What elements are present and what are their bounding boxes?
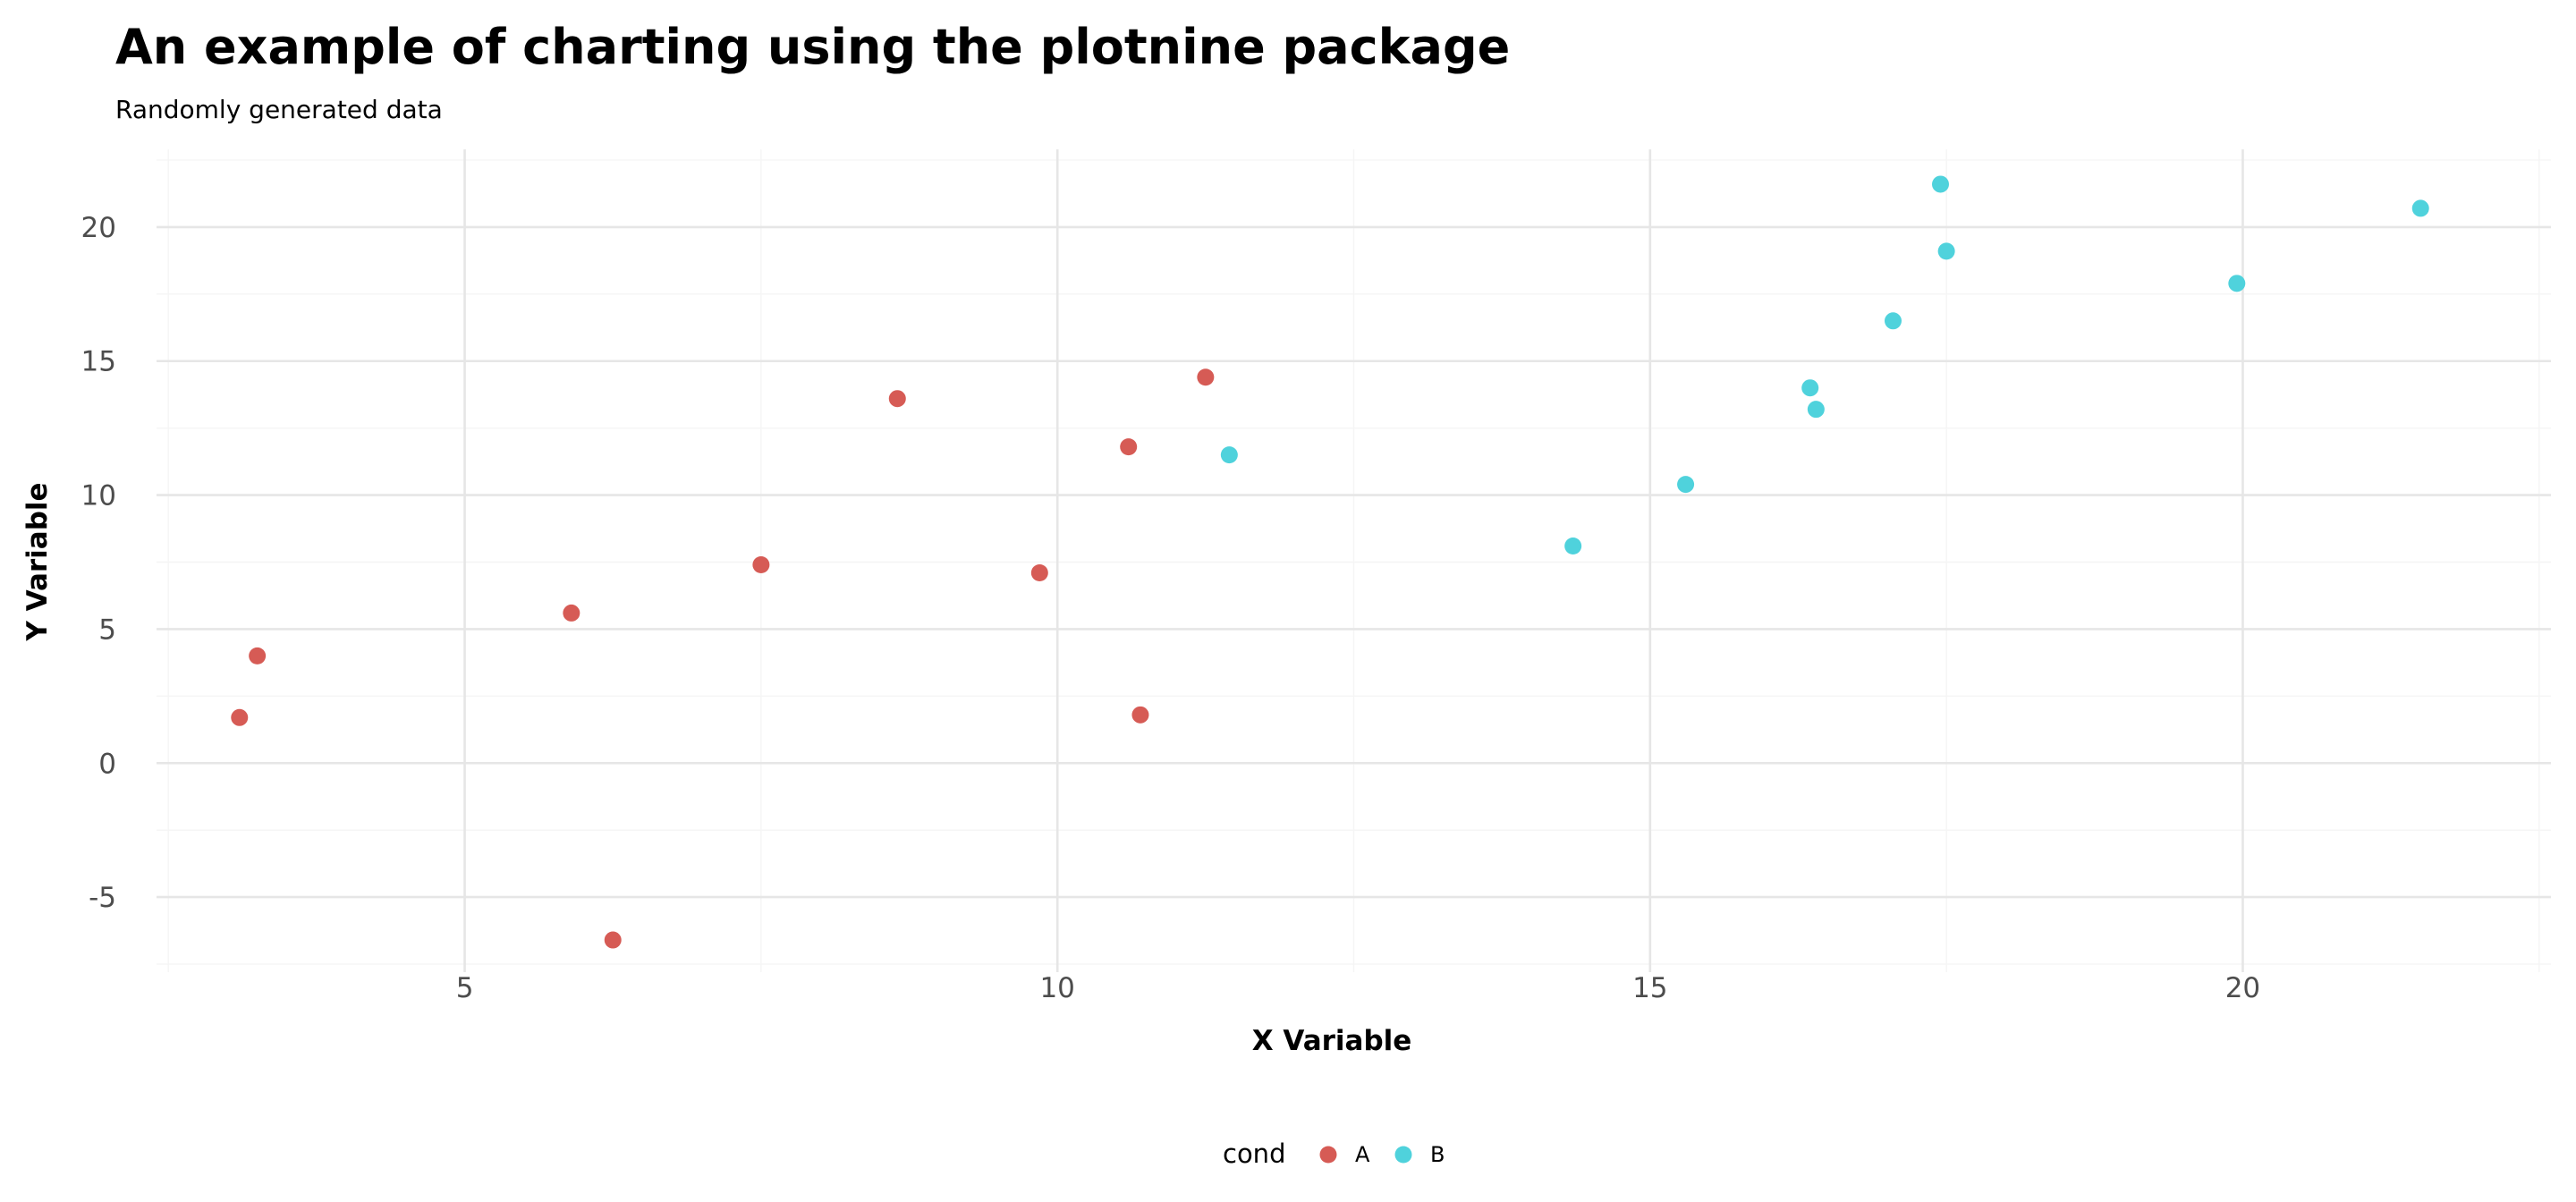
data-point-b <box>1931 175 1949 193</box>
data-point-b <box>1807 401 1825 419</box>
axis-ticks: 5 10 15 20 -5 0 5 10 15 20 <box>81 212 2261 1004</box>
data-point-b <box>1220 446 1238 464</box>
x-tick-label: 10 <box>1039 972 1074 1004</box>
data-point-a <box>563 604 580 622</box>
data-point-b <box>1884 312 1902 330</box>
data-point-a <box>1030 563 1048 581</box>
data-point-b <box>1801 379 1819 397</box>
data-point-a <box>1197 368 1215 386</box>
legend-label-a: A <box>1355 1142 1370 1167</box>
y-axis-title: Y Variable <box>21 482 54 641</box>
y-tick-label: 5 <box>98 614 116 646</box>
legend-title: cond <box>1223 1139 1285 1169</box>
y-tick-label: 10 <box>81 480 116 512</box>
data-point-a <box>604 931 622 949</box>
data-point-a <box>1120 438 1138 456</box>
data-point-a <box>888 390 906 408</box>
y-tick-label: 20 <box>81 212 116 244</box>
legend-label-b: B <box>1430 1142 1445 1167</box>
chart-subtitle: Randomly generated data <box>115 95 443 124</box>
data-point-a <box>231 708 249 726</box>
data-point-a <box>249 647 267 664</box>
x-axis-title: X Variable <box>1252 1025 1412 1057</box>
data-point-b <box>2228 275 2246 292</box>
x-tick-label: 15 <box>1632 972 1667 1004</box>
data-point-b <box>1677 476 1695 494</box>
legend: cond A B <box>1223 1139 1445 1169</box>
x-tick-label: 20 <box>2225 972 2260 1004</box>
y-tick-label: 0 <box>98 748 116 780</box>
grid <box>157 149 2551 972</box>
data-point-a <box>1131 706 1149 724</box>
chart-title: An example of charting using the plotnin… <box>115 19 1510 75</box>
legend-swatch-a <box>1319 1146 1337 1164</box>
data-point-a <box>752 555 770 573</box>
y-tick-label: -5 <box>89 882 116 914</box>
data-point-b <box>1937 242 1955 260</box>
x-tick-label: 5 <box>456 972 474 1004</box>
data-point-b <box>1564 538 1582 555</box>
y-tick-label: 15 <box>81 346 116 378</box>
data-points <box>231 175 2429 949</box>
legend-swatch-b <box>1394 1146 1412 1164</box>
data-point-b <box>2411 199 2429 217</box>
